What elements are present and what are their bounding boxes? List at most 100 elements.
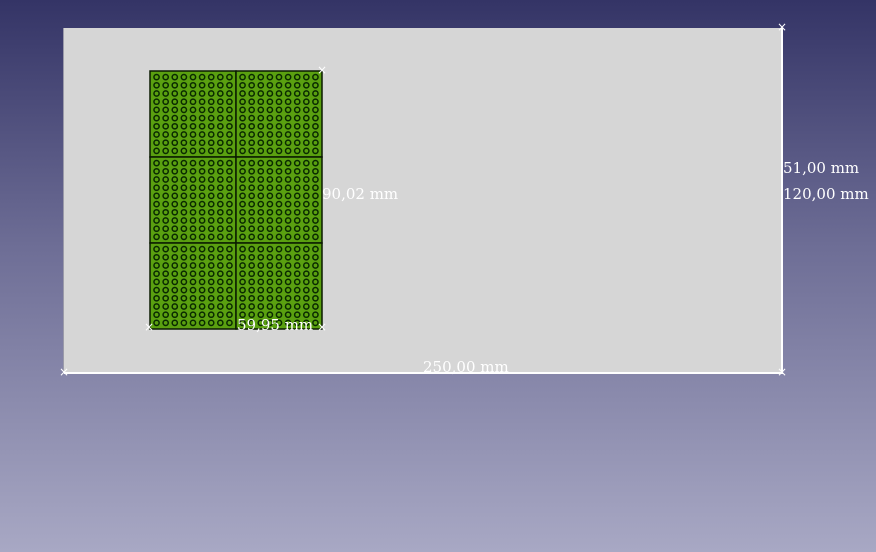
perfboard-hole (198, 294, 206, 302)
perfboard-hole (284, 176, 292, 183)
perfboard-hole (275, 319, 283, 327)
perfboard-hole (266, 294, 274, 302)
perfboard-hole (275, 139, 283, 147)
perfboard-hole (189, 225, 197, 233)
perfboard-hole (275, 217, 283, 224)
perfboard-hole (198, 200, 206, 208)
perfboard-hole (153, 319, 160, 327)
perfboard-hole (239, 225, 246, 233)
perfboard-hole (216, 131, 224, 138)
perfboard-hole (226, 319, 233, 327)
perfboard-hole (207, 81, 215, 89)
perfboard-hole (180, 262, 188, 269)
perfboard-hole (312, 270, 319, 278)
perfboard-hole (266, 73, 274, 81)
perfboard-hole (153, 233, 160, 241)
perfboard-hole (275, 278, 283, 286)
perfboard-hole (207, 122, 215, 130)
panel-corner-marker-bottom-left[interactable]: × (144, 320, 155, 334)
perfboard-hole (302, 286, 310, 294)
perfboard-hole (266, 131, 274, 138)
panel-cell (149, 70, 237, 158)
perfboard-hole (207, 131, 215, 138)
panel-cell (235, 242, 323, 330)
sheet-offset-dimension: 51,00 mm (783, 159, 860, 177)
perfboard-hole (266, 262, 274, 269)
perfboard-hole (226, 192, 233, 200)
perfboard-hole (198, 147, 206, 155)
perfboard-hole (275, 294, 283, 302)
sheet-corner-marker-top-right[interactable]: × (777, 20, 788, 34)
perfboard-hole (216, 262, 224, 269)
perfboard-hole (284, 98, 292, 106)
perfboard-hole (284, 262, 292, 269)
perfboard-hole (189, 208, 197, 216)
perfboard-hole (312, 233, 319, 241)
perfboard-hole (226, 233, 233, 241)
perfboard-hole (226, 217, 233, 224)
perfboard-hole (312, 192, 319, 200)
perfboard-hole (180, 311, 188, 319)
perfboard-hole (275, 90, 283, 97)
sheet-corner-marker-bottom-right[interactable]: × (777, 365, 788, 379)
perfboard-hole (189, 167, 197, 175)
perfboard-hole (153, 200, 160, 208)
perfboard-hole (216, 270, 224, 278)
perfboard-hole (153, 73, 160, 81)
perfboard-hole (189, 184, 197, 192)
perfboard-hole (180, 139, 188, 147)
sheet-corner-marker-bottom-left[interactable]: × (59, 365, 70, 379)
perfboard-hole (275, 184, 283, 192)
perfboard-hole (284, 184, 292, 192)
perfboard-hole (302, 208, 310, 216)
perfboard-hole (284, 270, 292, 278)
perfboard-hole (189, 131, 197, 138)
perfboard-hole (284, 200, 292, 208)
perfboard-hole (312, 139, 319, 147)
perfboard-hole (207, 98, 215, 106)
perfboard-hole (180, 303, 188, 310)
panel-corner-marker-top-right[interactable]: × (317, 63, 328, 77)
perfboard-panel[interactable] (149, 70, 323, 330)
perfboard-hole (266, 253, 274, 261)
perfboard-hole (275, 73, 283, 81)
perfboard-hole (239, 192, 246, 200)
panel-width-dimension: 59,95 mm (237, 316, 314, 334)
perfboard-hole (189, 192, 197, 200)
perfboard-hole (248, 253, 256, 261)
perfboard-hole (266, 167, 274, 175)
perfboard-hole (257, 147, 265, 155)
perfboard-hole (216, 90, 224, 97)
perfboard-hole (153, 311, 160, 319)
perfboard-hole (216, 114, 224, 122)
perfboard-hole (239, 90, 246, 97)
perfboard-hole (189, 217, 197, 224)
perfboard-hole (226, 159, 233, 167)
perfboard-hole (171, 114, 179, 122)
panel-corner-marker-bottom-right[interactable]: × (317, 320, 328, 334)
perfboard-hole (180, 270, 188, 278)
perfboard-hole (153, 217, 160, 224)
perfboard-hole (171, 303, 179, 310)
perfboard-hole (216, 311, 224, 319)
perfboard-hole (171, 73, 179, 81)
panel-cell (149, 242, 237, 330)
perfboard-hole (275, 81, 283, 89)
perfboard-hole (171, 225, 179, 233)
perfboard-hole (171, 311, 179, 319)
perfboard-hole (302, 233, 310, 241)
perfboard-hole (226, 90, 233, 97)
perfboard-hole (189, 253, 197, 261)
perfboard-hole (302, 131, 310, 138)
perfboard-hole (302, 245, 310, 253)
perfboard-hole (198, 262, 206, 269)
perfboard-hole (216, 245, 224, 253)
perfboard-hole (198, 286, 206, 294)
perfboard-hole (248, 319, 256, 327)
perfboard-hole (180, 233, 188, 241)
perfboard-hole (248, 73, 256, 81)
perfboard-hole (198, 270, 206, 278)
perfboard-hole (171, 81, 179, 89)
perfboard-hole (248, 311, 256, 319)
perfboard-hole (257, 176, 265, 183)
